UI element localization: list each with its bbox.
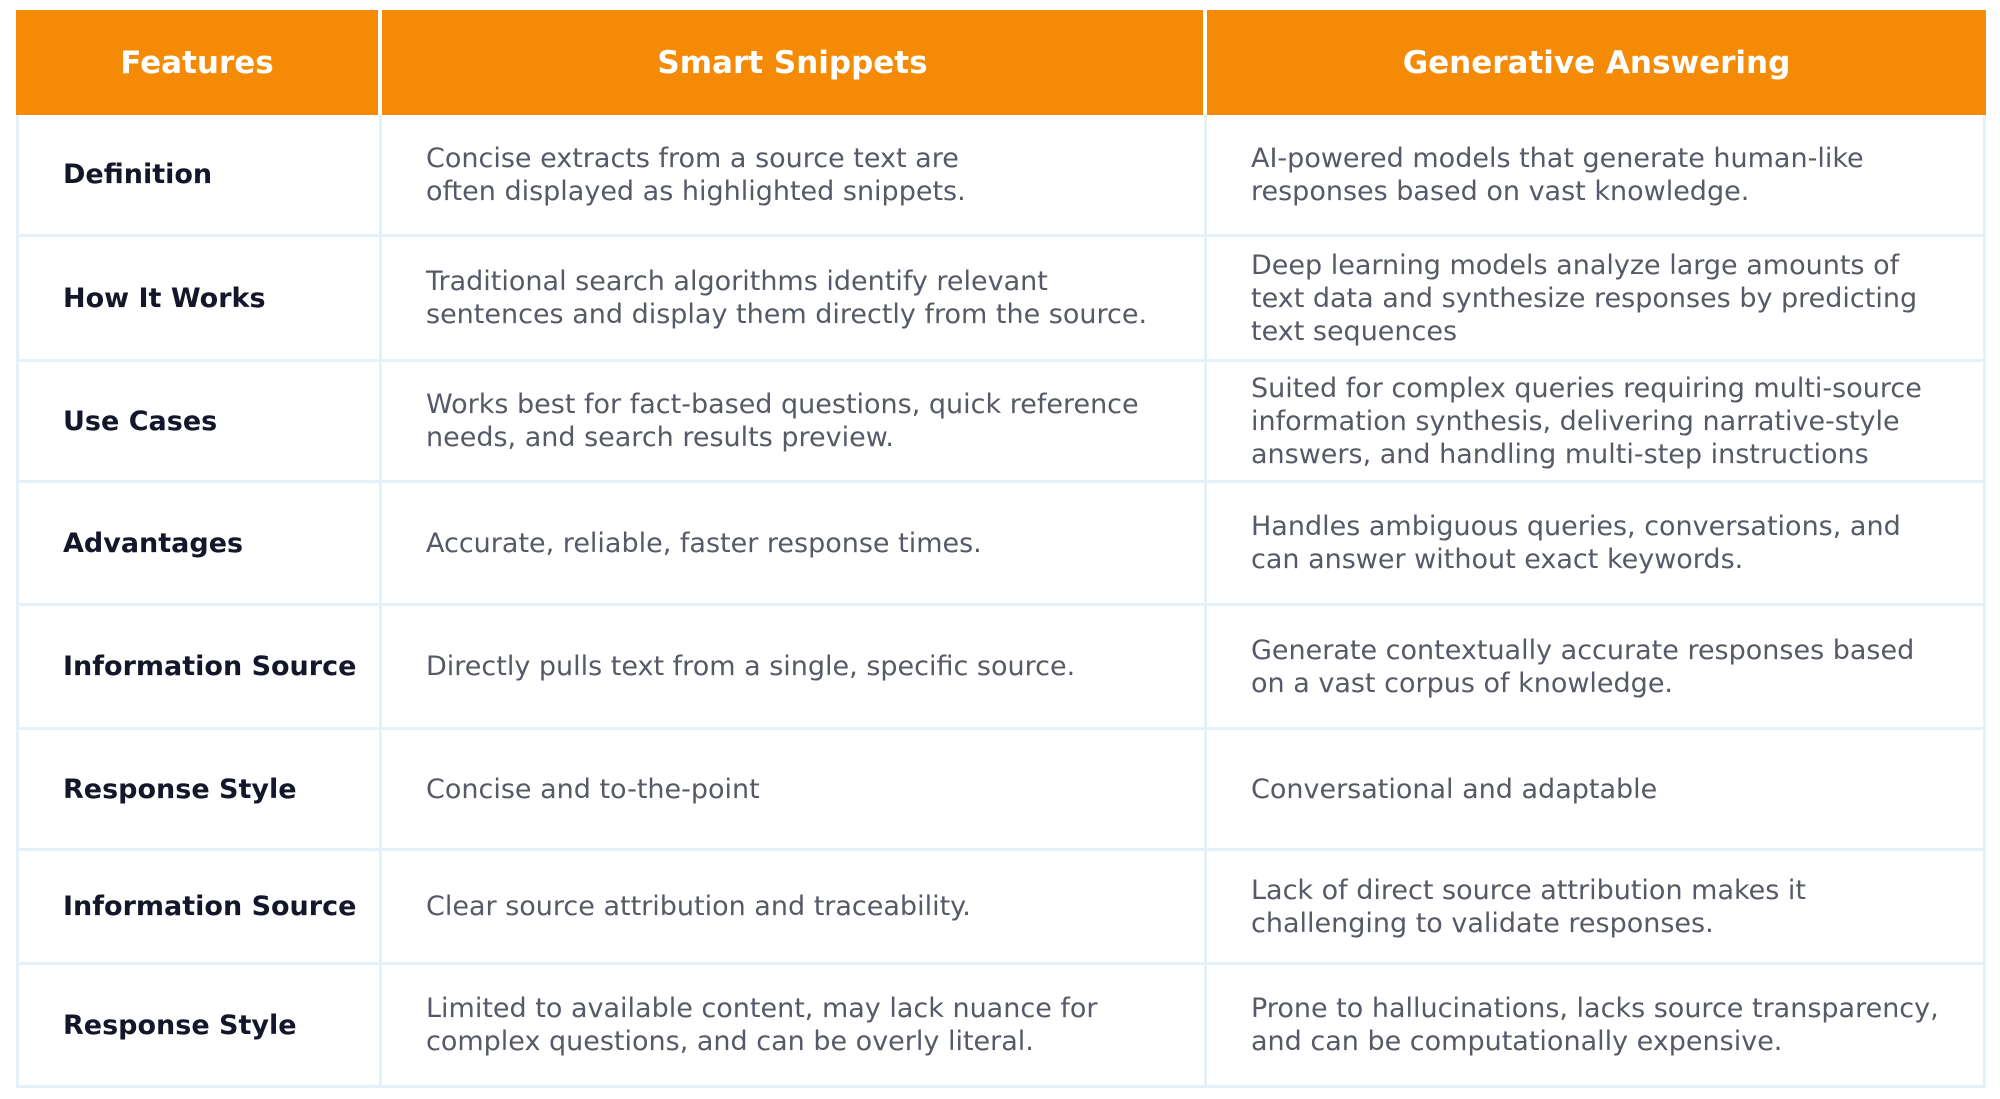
cell-text-line: needs, and search results preview. bbox=[426, 422, 894, 453]
cell-text-line: Clear source attribution and traceabilit… bbox=[426, 891, 971, 922]
table-row: Definition Concise extracts from a source… bbox=[16, 115, 1986, 237]
cell-text-line: challenging to validate responses. bbox=[1251, 907, 1714, 939]
table-row: How It Works Traditional search algorithm… bbox=[16, 237, 1986, 362]
table-row: Information Source Directly pulls text fr… bbox=[16, 606, 1986, 730]
cell-text-line: information synthesis, delivering narrat… bbox=[1251, 405, 1900, 437]
smart-snippets-cell: Traditional search algorithms identify r… bbox=[382, 237, 1207, 362]
table-row: Response Style Limited to available conte… bbox=[16, 965, 1986, 1088]
table-body: Definition Concise extracts from a source… bbox=[16, 115, 1986, 1088]
feature-label: How It Works bbox=[16, 237, 382, 362]
smart-snippets-cell: Directly pulls text from a single, speci… bbox=[382, 606, 1207, 730]
generative-answering-cell: Handles ambiguous queries, conversations… bbox=[1207, 483, 1986, 606]
header-smart-snippets: Smart Snippets bbox=[382, 10, 1207, 115]
smart-snippets-cell: Clear source attribution and traceabilit… bbox=[382, 851, 1207, 965]
cell-text-line: Prone to hallucinations, lacks source tr… bbox=[1251, 993, 1939, 1024]
cell-text-line: text sequences bbox=[1251, 315, 1458, 347]
header-row: Features Smart Snippets Generative Answe… bbox=[16, 10, 1986, 115]
generative-answering-cell: Prone to hallucinations, lacks source tr… bbox=[1207, 965, 1986, 1088]
cell-text-line: on a vast corpus of knowledge. bbox=[1251, 667, 1674, 699]
cell-text-line: Deep learning models analyze large amoun… bbox=[1251, 249, 1900, 281]
cell-text-line: answers, and handling multi-step instruc… bbox=[1251, 438, 1869, 470]
generative-answering-cell: Generate contextually accurate responses… bbox=[1207, 606, 1986, 730]
smart-snippets-cell: Accurate, reliable, faster response time… bbox=[382, 483, 1207, 606]
cell-text-line: Suited for complex queries requiring mul… bbox=[1251, 372, 1922, 404]
cell-text-line: Concise extracts from a source text are bbox=[426, 142, 959, 174]
feature-label: Response Style bbox=[16, 965, 382, 1088]
cell-text-line: Directly pulls text from a single, speci… bbox=[426, 651, 1076, 682]
cell-text-line: can answer without exact keywords. bbox=[1251, 544, 1744, 575]
cell-text-line: Works best for fact-based questions, qui… bbox=[426, 389, 1139, 420]
cell-text-line: Lack of direct source attribution makes … bbox=[1251, 874, 1807, 906]
table-row: Advantages Accurate, reliable, faster res… bbox=[16, 483, 1986, 606]
feature-label: Use Cases bbox=[16, 362, 382, 483]
cell-text-line: Accurate, reliable, faster response time… bbox=[426, 527, 982, 559]
generative-answering-cell: AI-powered models that generate human-li… bbox=[1207, 115, 1986, 237]
generative-answering-cell: Suited for complex queries requiring mul… bbox=[1207, 362, 1986, 483]
cell-text-line: Conversational and adaptable bbox=[1251, 773, 1658, 805]
cell-text-line: Concise and to-the-point bbox=[426, 773, 760, 805]
cell-text-line: and can be computationally expensive. bbox=[1251, 1026, 1783, 1057]
smart-snippets-cell: Limited to available content, may lack n… bbox=[382, 965, 1207, 1088]
generative-answering-cell: Lack of direct source attribution makes … bbox=[1207, 851, 1986, 965]
table-row: Information Source Clear source attributi… bbox=[16, 851, 1986, 965]
smart-snippets-cell: Concise and to-the-point bbox=[382, 730, 1207, 851]
generative-answering-cell: Deep learning models analyze large amoun… bbox=[1207, 237, 1986, 362]
table-header: Features Smart Snippets Generative Answe… bbox=[16, 10, 1986, 115]
cell-text-line: often displayed as highlighted snippets. bbox=[426, 175, 966, 207]
table-row: Use Cases Works best for fact-based quest… bbox=[16, 362, 1986, 483]
cell-text-line: complex questions, and can be overly lit… bbox=[426, 1026, 1034, 1057]
cell-text-line: sentences and display them directly from… bbox=[426, 299, 1148, 330]
cell-text-line: responses based on vast knowledge. bbox=[1251, 175, 1750, 207]
header-generative-answering: Generative Answering bbox=[1207, 10, 1986, 115]
comparison-table: Features Smart Snippets Generative Answe… bbox=[16, 10, 1986, 1088]
generative-answering-cell: Conversational and adaptable bbox=[1207, 730, 1986, 851]
feature-label: Information Source bbox=[16, 851, 382, 965]
header-features: Features bbox=[16, 10, 382, 115]
smart-snippets-cell: Concise extracts from a source text are o… bbox=[382, 115, 1207, 237]
smart-snippets-cell: Works best for fact-based questions, qui… bbox=[382, 362, 1207, 483]
cell-text-line: Generate contextually accurate responses… bbox=[1251, 634, 1915, 666]
table-row: Response Style Concise and to-the-point Co… bbox=[16, 730, 1986, 851]
feature-label: Advantages bbox=[16, 483, 382, 606]
cell-text-line: AI-powered models that generate human-li… bbox=[1251, 142, 1864, 174]
cell-text-line: Limited to available content, may lack n… bbox=[426, 993, 1098, 1024]
cell-text-line: Handles ambiguous queries, conversations… bbox=[1251, 511, 1901, 542]
feature-label: Information Source bbox=[16, 606, 382, 730]
cell-text-line: text data and synthesize responses by pr… bbox=[1251, 282, 1918, 314]
feature-label: Definition bbox=[16, 115, 382, 237]
cell-text-line: Traditional search algorithms identify r… bbox=[426, 266, 1048, 297]
feature-label: Response Style bbox=[16, 730, 382, 851]
